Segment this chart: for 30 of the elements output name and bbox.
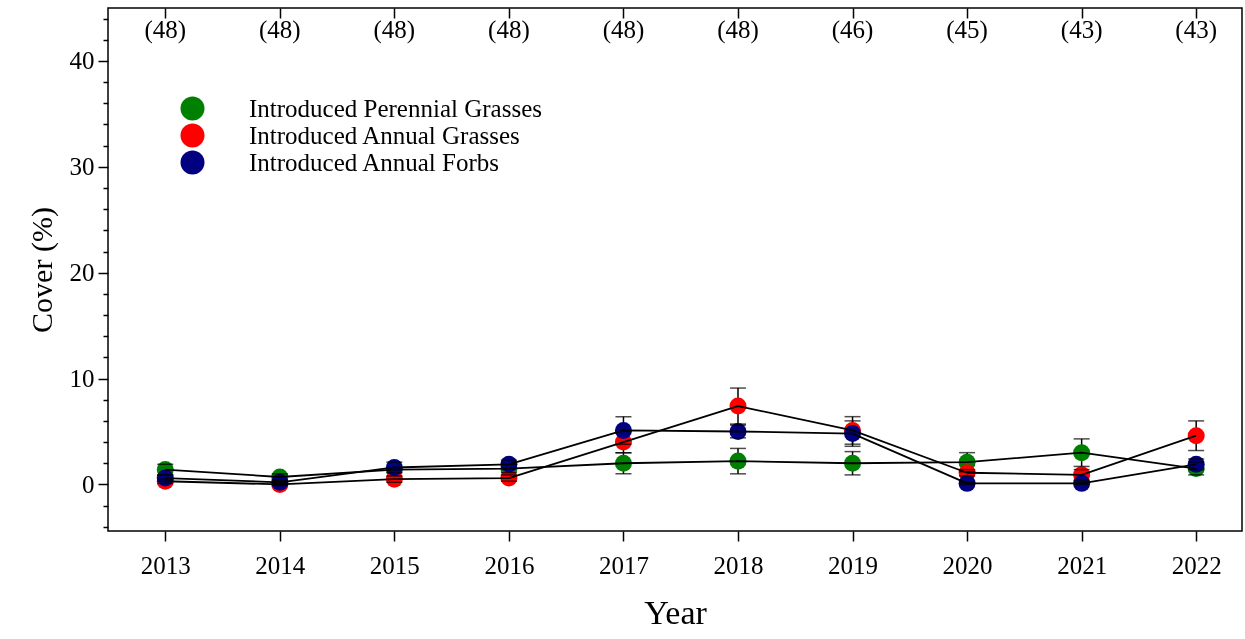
annotation: (43) [1175, 16, 1218, 44]
x-tick-label: 2019 [828, 551, 879, 579]
y-tick-label: 0 [82, 470, 95, 498]
x-tick-label: 2014 [255, 551, 306, 579]
y-tick-label: 30 [69, 153, 95, 181]
x-tick-label: 2022 [1171, 551, 1222, 579]
y-tick-label: 10 [69, 365, 95, 393]
annotation: (46) [831, 16, 874, 44]
x-tick-label: 2013 [140, 551, 191, 579]
y-tick-label: 20 [69, 259, 95, 287]
x-tick-label: 2016 [484, 551, 535, 579]
legend-label: Introduced Annual Forbs [249, 148, 499, 176]
annotation: (48) [602, 16, 645, 44]
x-tick-label: 2017 [598, 551, 649, 579]
annotation: (45) [946, 16, 988, 44]
legend-label: Introduced Annual Grasses [249, 121, 520, 149]
x-axis-title: Year [644, 593, 708, 631]
y-axis-title: Cover (%) [24, 207, 59, 333]
x-tick-label: 2021 [1057, 551, 1108, 579]
x-tick-label: 2015 [369, 551, 420, 579]
annotation: (48) [717, 16, 759, 44]
legend-label: Introduced Perennial Grasses [249, 94, 542, 122]
annotation: (48) [258, 16, 301, 44]
y-tick-label: 40 [69, 47, 95, 75]
annotation: (43) [1060, 16, 1103, 44]
annotation: (48) [488, 16, 530, 44]
x-tick-label: 2020 [942, 551, 993, 579]
x-tick-label: 2018 [713, 551, 764, 579]
annotation: (48) [373, 16, 416, 44]
annotation: (48) [144, 16, 187, 44]
